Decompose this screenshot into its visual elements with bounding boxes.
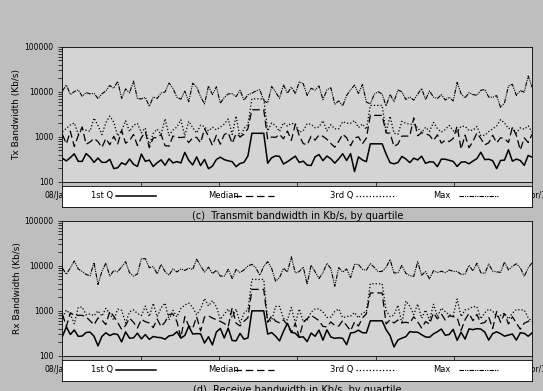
Text: 3rd Q: 3rd Q: [330, 365, 353, 374]
Text: Median: Median: [208, 191, 239, 200]
Y-axis label: Rx Bandwidth (Kb/s): Rx Bandwidth (Kb/s): [12, 242, 22, 334]
Text: Median: Median: [208, 365, 239, 374]
Text: 1st Q: 1st Q: [91, 365, 113, 374]
Text: Max: Max: [433, 365, 451, 374]
Y-axis label: Tx Bandwidth (Kb/s): Tx Bandwidth (Kb/s): [12, 69, 22, 160]
Text: 1st Q: 1st Q: [91, 191, 113, 200]
Text: (d)  Receive bandwidth in Kb/s, by quartile: (d) Receive bandwidth in Kb/s, by quarti…: [193, 385, 401, 391]
Text: 3rd Q: 3rd Q: [330, 191, 353, 200]
Text: (c)  Transmit bandwidth in Kb/s, by quartile: (c) Transmit bandwidth in Kb/s, by quart…: [192, 211, 403, 221]
Text: Max: Max: [433, 191, 451, 200]
